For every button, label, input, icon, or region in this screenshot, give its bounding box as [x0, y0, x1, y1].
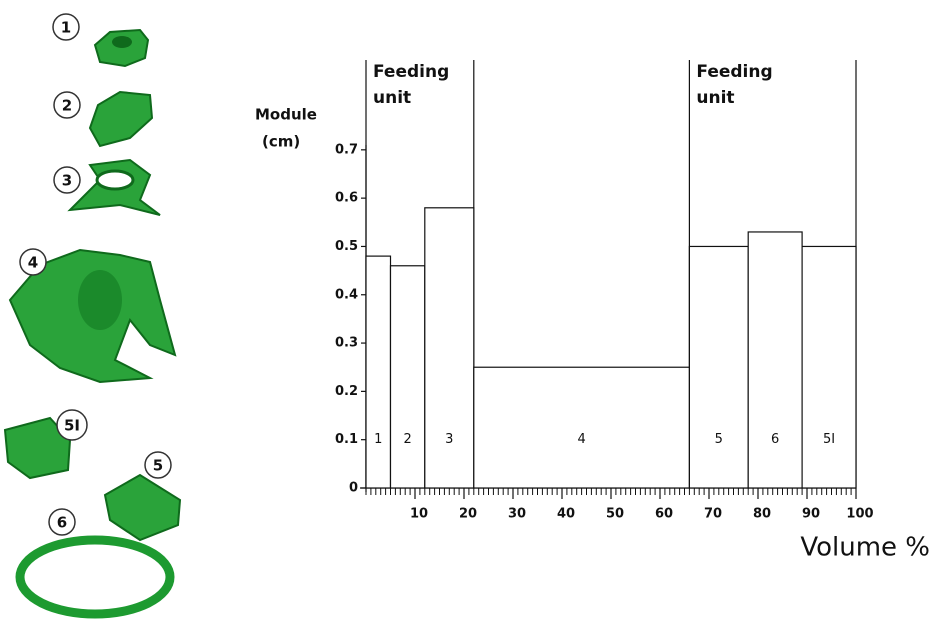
bar-label: 2	[404, 432, 412, 447]
bar	[474, 367, 690, 488]
bar-label: 1	[374, 432, 382, 447]
y-tick-label: 0.5	[335, 239, 358, 254]
annotation-text: unit	[696, 88, 734, 108]
y-tick-label: 0.6	[335, 191, 358, 206]
x-tick-label: 40	[557, 507, 575, 522]
bar	[748, 232, 802, 488]
x-tick-label: 90	[802, 507, 820, 522]
bar	[689, 246, 748, 488]
y-axis-label: (cm)	[262, 133, 300, 151]
part-hole	[78, 270, 122, 330]
part-illustrations: 1 2 3 4 5I 5 6	[5, 14, 180, 614]
bar	[802, 246, 856, 488]
y-tick-label: 0.2	[335, 384, 358, 399]
bar-label: 5I	[823, 432, 835, 447]
part-number: 2	[62, 97, 72, 115]
bar-label: 5	[715, 432, 723, 447]
part-shape	[105, 475, 180, 540]
x-tick-label: 50	[606, 507, 624, 522]
annotation-text: Feeding	[373, 62, 449, 82]
x-tick-label: 80	[753, 507, 771, 522]
part-number: 4	[28, 254, 38, 272]
part-number: 3	[62, 172, 72, 190]
x-tick-label: 60	[655, 507, 673, 522]
part-shape	[95, 30, 148, 66]
part-hole	[97, 171, 133, 189]
x-tick-label: 10	[410, 507, 428, 522]
part-hole	[112, 36, 132, 48]
part-number: 1	[61, 19, 71, 37]
x-tick-label: 30	[508, 507, 526, 522]
y-tick-label: 0.1	[335, 432, 358, 447]
y-tick-label: 0.3	[335, 336, 358, 351]
bar-label: 3	[445, 432, 453, 447]
part-number: 6	[57, 514, 67, 532]
y-tick-label: 0	[349, 481, 358, 496]
chart: 1 2 3 4 5I 5 6 Module (cm) Volume % Feed…	[0, 0, 934, 629]
annotation-text: Feeding	[696, 62, 772, 82]
x-tick-label: 100	[846, 507, 873, 522]
x-axis-label: Volume %	[800, 533, 930, 563]
bar	[366, 256, 391, 488]
x-tick-label: 20	[459, 507, 477, 522]
bar	[391, 266, 425, 488]
x-tick-label: 70	[704, 507, 722, 522]
y-tick-label: 0.4	[335, 287, 358, 302]
bar-label: 4	[577, 432, 585, 447]
part-number: 5I	[64, 417, 80, 435]
part-ring	[20, 540, 170, 614]
part-number: 5	[153, 457, 163, 475]
bar-label: 6	[771, 432, 779, 447]
y-tick-label: 0.7	[335, 142, 358, 157]
annotation-text: unit	[373, 88, 411, 108]
y-axis-label: Module	[255, 106, 317, 124]
part-shape	[90, 92, 152, 146]
